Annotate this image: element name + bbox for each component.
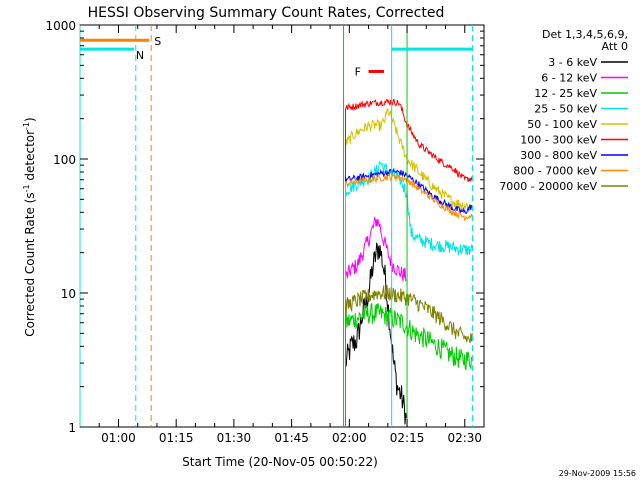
x-tick-label: 02:00 [332, 431, 367, 445]
y-tick-label: 100 [53, 153, 76, 167]
y-axis-label-sup1: -1 [22, 184, 31, 192]
timestamp: 29-Nov-2009 15:56 [559, 469, 636, 478]
legend-entry-label: 800 - 7000 keV [513, 165, 597, 178]
series-line-7 [345, 171, 473, 427]
series-layer [345, 98, 473, 427]
y-axis-label-end: ) [23, 117, 37, 122]
legend-entry-label: 300 - 800 keV [520, 149, 597, 162]
legend-entry-label: 3 - 6 keV [548, 56, 597, 69]
x-tick-label: 01:15 [159, 431, 194, 445]
series-line-8 [345, 285, 473, 427]
plot-frame [79, 24, 485, 428]
y-tick-label: 1000 [45, 19, 76, 33]
legend: Det 1,3,4,5,6,9, Att 0 3 - 6 keV 6 - 12 k… [499, 28, 628, 193]
night-label: N [136, 49, 144, 62]
series-line-6 [345, 168, 473, 427]
chart-title: HESSI Observing Summary Count Rates, Cor… [88, 5, 445, 21]
axis-frame [79, 24, 485, 428]
series-line-0 [345, 242, 407, 427]
annotation-layer: SN F [79, 25, 473, 427]
y-tick-label: 1 [68, 421, 76, 435]
y-axis-label-main: Corrected Count Rate (s [23, 192, 37, 336]
x-tick-label: 01:00 [101, 431, 136, 445]
legend-entry-label: 25 - 50 keV [534, 103, 597, 116]
legend-entry-label: 6 - 12 keV [541, 72, 597, 85]
series-line-4 [345, 108, 473, 427]
saa-label: S [154, 35, 161, 48]
legend-header-attenuator: Att 0 [602, 40, 628, 53]
series-line-2 [345, 302, 473, 427]
flare-label: F [355, 65, 361, 78]
series-line-3 [345, 161, 473, 427]
legend-entry-label: 50 - 100 keV [527, 118, 597, 131]
legend-entry-label: 12 - 25 keV [534, 87, 597, 100]
legend-header-detectors: Det 1,3,4,5,6,9, [542, 28, 628, 41]
x-tick-label: 02:15 [390, 431, 425, 445]
x-tick-label: 01:30 [217, 431, 252, 445]
y-tick-label: 10 [61, 287, 76, 301]
y-axis-label: Corrected Count Rate (s-1 detector-1) [22, 117, 37, 336]
series-line-5 [345, 98, 473, 427]
series-line-1 [345, 217, 407, 427]
x-axis-label: Start Time (20-Nov-05 00:50:22) [182, 455, 378, 469]
x-tick-label: 02:30 [447, 431, 482, 445]
tick-layer: 01:00 01:15 01:30 01:45 02:00 02:15 02:30 1 10 10… [45, 19, 484, 445]
x-tick-label: 01:45 [274, 431, 309, 445]
legend-entry-label: 7000 - 20000 keV [499, 180, 597, 193]
y-axis-label-sup2: -1 [22, 122, 31, 130]
y-axis-label-mid: detector [23, 130, 37, 185]
legend-entry-label: 100 - 300 keV [520, 134, 597, 147]
